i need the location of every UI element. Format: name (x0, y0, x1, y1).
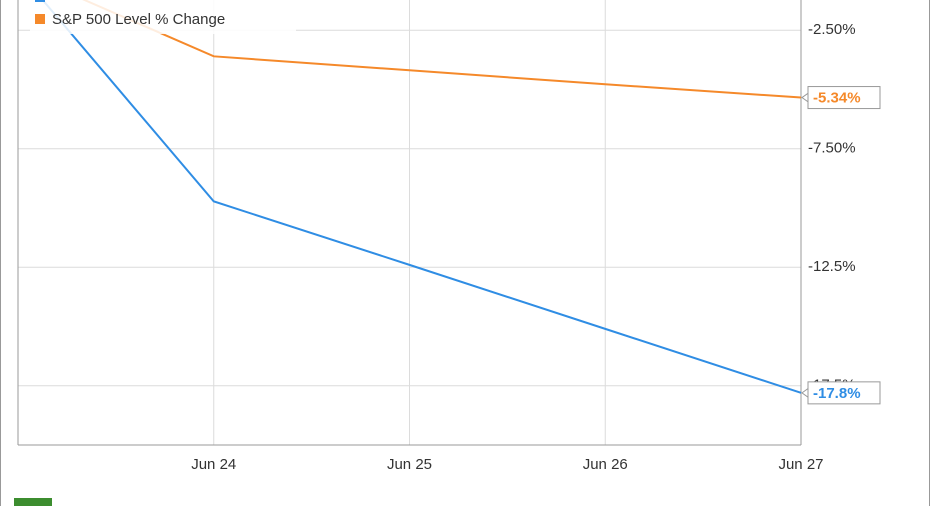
x-tick-label: Jun 26 (583, 456, 628, 473)
value-label-box (807, 381, 881, 405)
value-label-box (807, 86, 881, 110)
legend-swatch (35, 0, 45, 2)
logo (14, 498, 52, 506)
legend-swatch (35, 14, 45, 24)
legend-label: S&P 500 Level % Change (52, 11, 225, 28)
y-tick-label: -7.50% (808, 140, 856, 157)
y-tick-label: -12.5% (808, 258, 856, 275)
x-tick-label: Jun 25 (387, 456, 432, 473)
x-tick-label: Jun 24 (191, 456, 236, 473)
x-tick-label: Jun 27 (778, 456, 823, 473)
y-tick-label: -2.50% (808, 21, 856, 38)
legend-box (30, 0, 296, 34)
value-label: -17.8% (813, 385, 861, 402)
value-label: -5.34% (813, 90, 861, 107)
line (41, 0, 802, 394)
